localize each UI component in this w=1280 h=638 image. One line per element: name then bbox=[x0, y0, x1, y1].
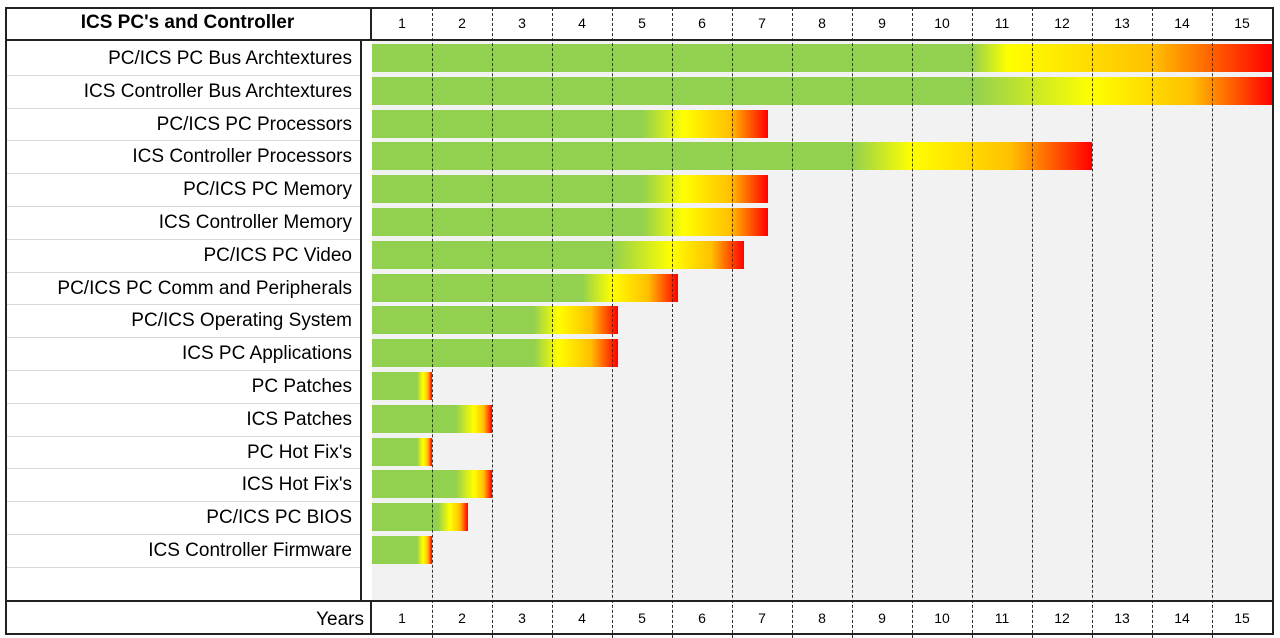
x-tick-label: 13 bbox=[1114, 610, 1130, 626]
row-divider bbox=[7, 435, 360, 437]
row-divider bbox=[7, 206, 360, 207]
gridline bbox=[792, 8, 793, 638]
x-tick-label: 10 bbox=[934, 610, 950, 626]
x-tick-label: 11 bbox=[994, 15, 1010, 31]
row-divider bbox=[7, 402, 360, 404]
bar bbox=[372, 339, 618, 368]
gridline bbox=[1152, 8, 1153, 638]
category-label: PC/ICS PC Comm and Peripherals bbox=[57, 277, 352, 299]
bar bbox=[372, 240, 744, 269]
row-divider bbox=[7, 140, 360, 142]
row-divider bbox=[7, 74, 360, 76]
category-label: PC/ICS Operating System bbox=[131, 310, 352, 332]
gridline bbox=[672, 8, 673, 638]
x-tick-label: 11 bbox=[994, 610, 1010, 626]
row-divider bbox=[7, 107, 360, 109]
row-divider bbox=[7, 566, 360, 568]
row-divider bbox=[7, 534, 360, 535]
x-tick-label: 8 bbox=[818, 15, 826, 31]
gridline bbox=[912, 8, 913, 638]
chart-frame bbox=[5, 7, 1274, 635]
category-label: PC/ICS PC Memory bbox=[183, 179, 352, 201]
x-tick-label: 4 bbox=[578, 610, 586, 626]
bar bbox=[372, 437, 432, 466]
x-tick-label: 1 bbox=[398, 610, 406, 626]
header-row: ICS PC's and Controller 1 2 3 4 5 6 7 8 9 10 11 12 1… bbox=[5, 7, 1274, 41]
chart-title: ICS PC's and Controller bbox=[5, 7, 372, 39]
gridline bbox=[1032, 8, 1033, 638]
x-tick-label: 12 bbox=[1054, 610, 1070, 626]
row-divider bbox=[7, 304, 360, 306]
row-divider bbox=[7, 173, 360, 175]
x-tick-label: 1 bbox=[398, 15, 406, 31]
bar bbox=[372, 273, 678, 302]
category-label: ICS Controller Memory bbox=[158, 212, 352, 233]
x-tick-label: 12 bbox=[1054, 15, 1070, 31]
gridline bbox=[732, 8, 733, 638]
bar bbox=[372, 175, 768, 204]
bar bbox=[372, 372, 432, 400]
category-label: PC/ICS PC Bus Archtextures bbox=[108, 48, 352, 69]
category-label: PC/ICS PC Video bbox=[203, 244, 352, 266]
category-labels: PC/ICS PC Bus Archtextures ICS Controller… bbox=[7, 41, 362, 600]
x-tick-label: 5 bbox=[638, 610, 646, 626]
gridline bbox=[1092, 8, 1093, 638]
bar bbox=[372, 306, 618, 335]
x-tick-label: 13 bbox=[1114, 15, 1130, 31]
category-label: ICS Controller Firmware bbox=[148, 540, 352, 561]
row-divider bbox=[7, 337, 360, 339]
x-tick-label: 9 bbox=[878, 610, 886, 626]
gridline bbox=[612, 8, 613, 638]
x-axis-label: Years bbox=[5, 602, 372, 635]
x-tick-label: 3 bbox=[518, 15, 526, 31]
gridline bbox=[492, 8, 493, 638]
x-tick-label: 8 bbox=[818, 610, 826, 626]
category-label: PC/ICS PC BIOS bbox=[206, 507, 352, 529]
x-tick-label: 9 bbox=[878, 15, 886, 31]
row-divider bbox=[7, 468, 360, 470]
category-label: PC Patches bbox=[251, 376, 352, 397]
category-label: ICS Patches bbox=[246, 408, 352, 430]
x-tick-label: 2 bbox=[458, 610, 466, 626]
gridline bbox=[972, 8, 973, 638]
row-divider bbox=[7, 501, 360, 503]
x-tick-label: 14 bbox=[1174, 610, 1190, 626]
category-label: ICS PC Applications bbox=[181, 343, 352, 365]
x-tick-label: 7 bbox=[758, 610, 766, 626]
bar bbox=[372, 536, 432, 564]
category-label: PC/ICS PC Processors bbox=[156, 113, 352, 135]
x-tick-label: 2 bbox=[458, 15, 466, 31]
bar bbox=[372, 109, 768, 138]
x-tick-label: 4 bbox=[578, 15, 586, 31]
category-label: PC Hot Fix's bbox=[247, 441, 352, 463]
gridline bbox=[552, 8, 553, 638]
row-divider bbox=[7, 370, 360, 371]
bar bbox=[372, 76, 1272, 105]
x-tick-label: 10 bbox=[934, 15, 950, 31]
gridline bbox=[852, 8, 853, 638]
x-tick-label: 5 bbox=[638, 15, 646, 31]
row-divider bbox=[7, 238, 360, 240]
x-tick-label: 3 bbox=[518, 610, 526, 626]
category-label: ICS Controller Bus Archtextures bbox=[83, 80, 352, 102]
row-divider bbox=[7, 271, 360, 273]
x-tick-label: 7 bbox=[758, 15, 766, 31]
category-label: ICS Controller Processors bbox=[132, 146, 352, 168]
gridline bbox=[1212, 8, 1213, 638]
x-tick-label: 6 bbox=[698, 15, 706, 31]
x-tick-label: 6 bbox=[698, 610, 706, 626]
category-label: ICS Hot Fix's bbox=[241, 474, 352, 496]
bar bbox=[372, 503, 468, 532]
gridline bbox=[432, 8, 433, 638]
footer-row: Years 1 2 3 4 5 6 7 8 9 10 11 12 13 14 15 bbox=[5, 600, 1274, 635]
x-tick-label: 14 bbox=[1174, 15, 1190, 31]
bar bbox=[372, 44, 1272, 72]
x-tick-label: 15 bbox=[1234, 610, 1250, 626]
x-tick-label: 15 bbox=[1234, 15, 1250, 31]
bar bbox=[372, 208, 768, 236]
